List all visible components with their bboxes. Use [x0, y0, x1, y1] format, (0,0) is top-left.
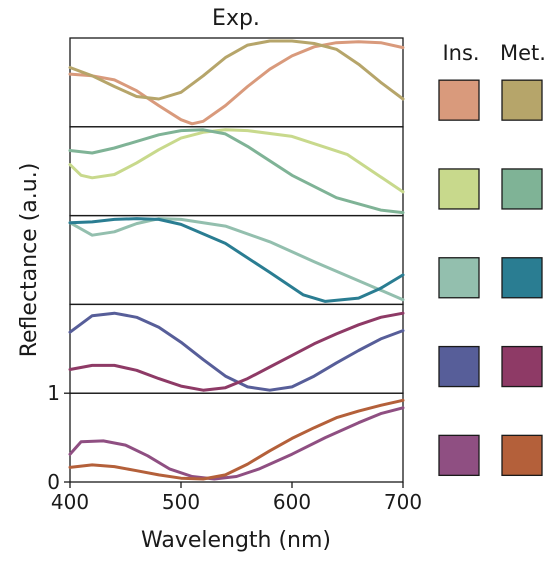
series-line-ins — [68, 128, 405, 194]
series-line-ins — [68, 311, 405, 392]
legend-swatch-ins — [438, 345, 480, 388]
series-line-met — [68, 217, 405, 303]
series-line-ins — [68, 217, 405, 302]
legend-swatch-ins — [438, 257, 480, 299]
x-axis-label: Wavelength (nm) — [141, 528, 331, 553]
x-tick-label: 400 — [51, 490, 89, 514]
panels-layer — [68, 37, 405, 483]
legend-swatch-met — [501, 168, 543, 210]
panel-3 — [68, 214, 405, 306]
legend-layer — [438, 79, 543, 477]
y-ticks-layer: 01 — [47, 381, 70, 494]
legend-header-ins: Ins. — [442, 41, 479, 65]
chart-title: Exp. — [212, 6, 260, 31]
series-line-ins — [68, 406, 405, 481]
series-line-ins — [68, 40, 405, 126]
legend-swatch-met — [501, 345, 543, 388]
legend-swatch-met — [501, 434, 543, 477]
panel-4 — [68, 303, 405, 394]
y-tick-label: 0 — [47, 470, 60, 494]
panel-1 — [68, 37, 405, 128]
panel-2 — [68, 126, 405, 217]
y-tick-label: 1 — [47, 381, 60, 405]
x-tick-label: 700 — [384, 490, 422, 514]
legend-swatch-ins — [438, 168, 480, 210]
x-tick-label: 500 — [162, 490, 200, 514]
legend-header-met: Met. — [500, 41, 546, 65]
legend-swatch-ins — [438, 79, 480, 121]
series-line-met — [68, 311, 405, 392]
legend-swatch-ins — [438, 434, 480, 477]
x-tick-label: 600 — [273, 490, 311, 514]
series-line-met — [68, 128, 405, 215]
panel-5 — [68, 392, 405, 483]
series-line-met — [68, 398, 405, 481]
panel-frame — [69, 392, 404, 483]
legend-swatch-met — [501, 257, 543, 299]
y-axis-label: Reflectance (a.u.) — [17, 163, 42, 358]
legend-swatch-met — [501, 79, 543, 121]
series-line-met — [68, 39, 405, 101]
x-ticks-layer: 400 500 600 700 — [51, 482, 422, 514]
